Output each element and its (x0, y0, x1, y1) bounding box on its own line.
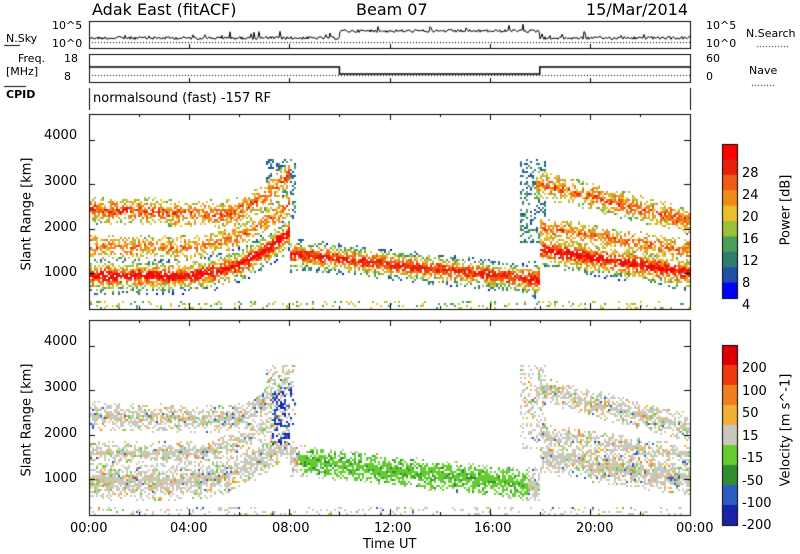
velocity-cbar-tick-minus-50: -50 (742, 474, 764, 489)
velocity-ytick-3000: 3000 (44, 380, 78, 395)
velocity-ytick-4000: 4000 (44, 334, 78, 349)
nave-label: Nave (749, 64, 778, 77)
xtick-1600: 16:00 (474, 521, 512, 536)
power-cbar-tick-16: 16 (742, 232, 759, 247)
xtick-0000: 00:00 (70, 521, 108, 536)
power-ytick-4000: 4000 (44, 128, 78, 143)
power-cbar-tick-12: 12 (742, 254, 759, 269)
velocity-ylabel: Slant Range [km] (19, 363, 35, 477)
n-search-label: N.Search (746, 27, 796, 40)
velocity-cbar-tick-minus-15: -15 (742, 451, 764, 466)
velocity-cbar-tick-200: 200 (742, 361, 767, 376)
nave-tick-bottom: 0 (706, 70, 713, 83)
velocity-cbar-tick-100: 100 (742, 384, 767, 399)
xtick-0800: 08:00 (272, 521, 310, 536)
power-ylabel: Slant Range [km] (19, 157, 35, 271)
power-cbar-tick-4: 4 (742, 298, 751, 313)
cpid-label: CPID (6, 88, 36, 101)
xtick-1200: 12:00 (374, 521, 412, 536)
freq-label: Freq. (18, 52, 46, 65)
velocity-cbar-label: Velocity [m s^-1] (778, 373, 794, 487)
power-cbar-tick-8: 8 (742, 276, 751, 291)
power-cbar-tick-28: 28 (742, 166, 759, 181)
power-ytick-2000: 2000 (44, 220, 78, 235)
velocity-cbar-tick-15: 15 (742, 429, 759, 444)
xaxis-label: Time UT (363, 537, 417, 552)
velocity-cbar-tick-minus-100: -100 (742, 496, 772, 511)
velocity-ytick-2000: 2000 (44, 426, 78, 441)
n-search-tick-top: 10^5 (706, 19, 737, 32)
freq-tick-top: 18 (64, 52, 78, 65)
velocity-cbar-tick-minus-200: -200 (742, 518, 772, 533)
power-cbar-label: Power [dB] (778, 174, 794, 246)
n-sky-label: N.Sky (6, 32, 38, 45)
velocity-ytick-1000: 1000 (44, 471, 78, 486)
cpid-text: normalsound (fast) -157 RF (93, 91, 271, 106)
date-title: 15/Mar/2014 (586, 0, 689, 19)
power-ytick-1000: 1000 (44, 265, 78, 280)
beam-title: Beam 07 (356, 0, 428, 19)
power-cbar-tick-20: 20 (742, 210, 759, 225)
freq-tick-bottom: 8 (64, 70, 71, 83)
n-sky-tick-bottom: 10^0 (52, 37, 83, 50)
xtick-2400: 00:00 (676, 521, 714, 536)
velocity-cbar-tick-50: 50 (742, 406, 759, 421)
nave-tick-top: 60 (706, 52, 720, 65)
power-cbar-tick-24: 24 (742, 188, 759, 203)
xtick-2000: 20:00 (576, 521, 614, 536)
power-ytick-3000: 3000 (44, 174, 78, 189)
radar-title: Adak East (fitACF) (92, 0, 237, 19)
freq-unit-label: [MHz] (6, 65, 39, 78)
n-search-tick-bottom: 10^0 (706, 37, 737, 50)
xtick-0400: 04:00 (170, 521, 208, 536)
n-sky-tick-top: 10^5 (52, 19, 83, 32)
